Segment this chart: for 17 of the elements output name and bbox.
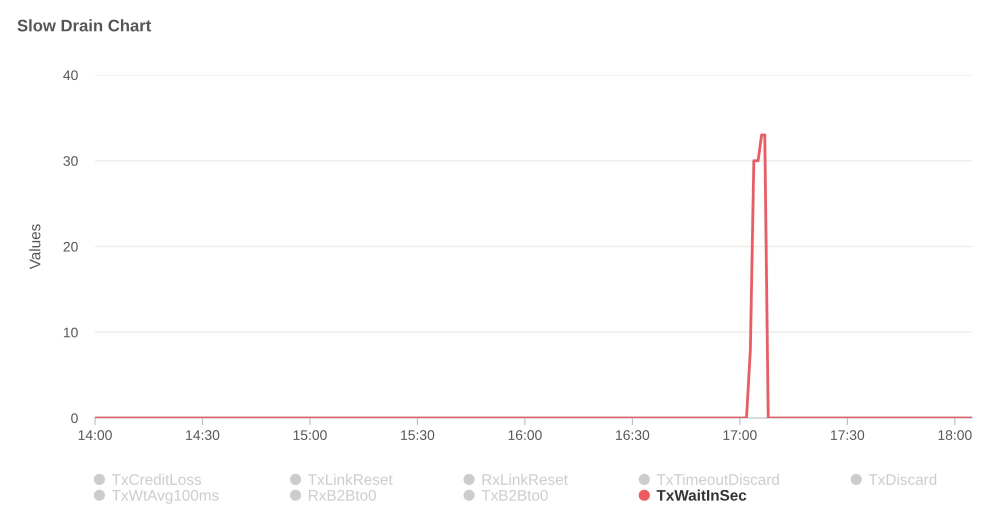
- y-tick-label: 30: [63, 156, 78, 166]
- x-tick-label: 18:00: [938, 430, 972, 440]
- y-tick-label: 20: [64, 242, 78, 252]
- y-tick-label: 0: [71, 413, 78, 424]
- x-tick-label: 17:00: [724, 430, 757, 440]
- x-tick-label: 17:30: [831, 430, 864, 440]
- legend-label: TxWaitInSec: [656, 490, 746, 501]
- y-tick-label: 10: [64, 328, 78, 338]
- x-tick-label: 15:30: [401, 430, 434, 440]
- y-tick-label: 40: [63, 70, 78, 80]
- x-tick-label: 15:00: [294, 430, 327, 440]
- x-tick-label: 16:00: [508, 430, 542, 440]
- chart-title: Slow Drain Chart: [17, 19, 152, 32]
- x-tick-label: 14:00: [78, 430, 112, 440]
- x-tick-label: 16:30: [616, 430, 650, 440]
- x-tick-label: 14:30: [186, 430, 220, 440]
- y-axis-title: Values: [29, 224, 40, 270]
